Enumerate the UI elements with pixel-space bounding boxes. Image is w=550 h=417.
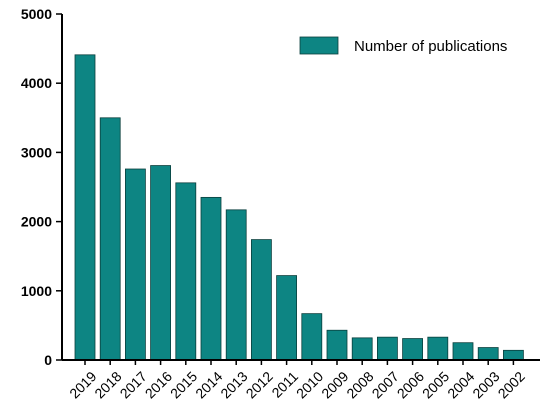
bar-2016: [150, 165, 172, 361]
y-axis-ticks: 0 1000 2000 3000 4000 5000: [21, 6, 62, 368]
x-tick-label: 2019: [66, 368, 99, 401]
x-tick-label: 2013: [217, 368, 250, 401]
x-tick-label: 2009: [318, 368, 351, 401]
bar-2019: [74, 54, 96, 361]
x-tick-label: 2006: [394, 368, 427, 401]
x-tick-label: 2007: [369, 368, 402, 401]
y-tick-label: 2000: [21, 214, 52, 230]
x-tick-label: 2016: [142, 368, 175, 401]
x-tick-label: 2002: [495, 368, 528, 401]
x-tick-label: 2011: [268, 368, 301, 401]
bar-2005: [427, 336, 449, 361]
bar-2008: [351, 337, 373, 361]
y-tick-label: 4000: [21, 75, 52, 91]
x-tick-label: 2004: [444, 368, 477, 401]
x-tick-label: 2018: [91, 368, 124, 401]
y-tick-label: 0: [44, 352, 52, 368]
bar-2010: [301, 313, 323, 361]
x-tick-label: 2012: [243, 368, 276, 401]
bar-2018: [99, 117, 121, 361]
y-tick-label: 5000: [21, 6, 52, 22]
legend-label: Number of publications: [354, 38, 507, 55]
bar-2017: [125, 168, 146, 361]
bar-2007: [376, 336, 398, 361]
x-axis-ticks: 2019201820172016201520142013201220112010…: [66, 360, 528, 402]
x-tick-label: 2005: [419, 368, 452, 401]
y-tick-label: 1000: [21, 283, 52, 299]
x-tick-label: 2017: [117, 368, 150, 401]
bar-2002: [502, 349, 524, 361]
legend: Number of publications: [299, 36, 507, 55]
bar-2012: [250, 239, 272, 361]
bars: [74, 54, 524, 361]
bar-2006: [402, 338, 424, 361]
bar-2015: [175, 182, 197, 361]
bar-2011: [276, 275, 298, 361]
y-tick-label: 3000: [21, 144, 52, 160]
x-tick-label: 2010: [293, 368, 326, 401]
bar-2013: [225, 209, 247, 361]
x-tick-label: 2015: [167, 368, 200, 401]
bar-2009: [326, 329, 348, 361]
bar-2014: [200, 196, 222, 361]
x-tick-label: 2008: [343, 368, 376, 401]
bar-2003: [477, 347, 499, 361]
bar-2004: [452, 342, 474, 361]
x-tick-label: 2014: [192, 368, 225, 401]
legend-swatch: [299, 36, 339, 55]
x-tick-label: 2003: [469, 368, 502, 401]
